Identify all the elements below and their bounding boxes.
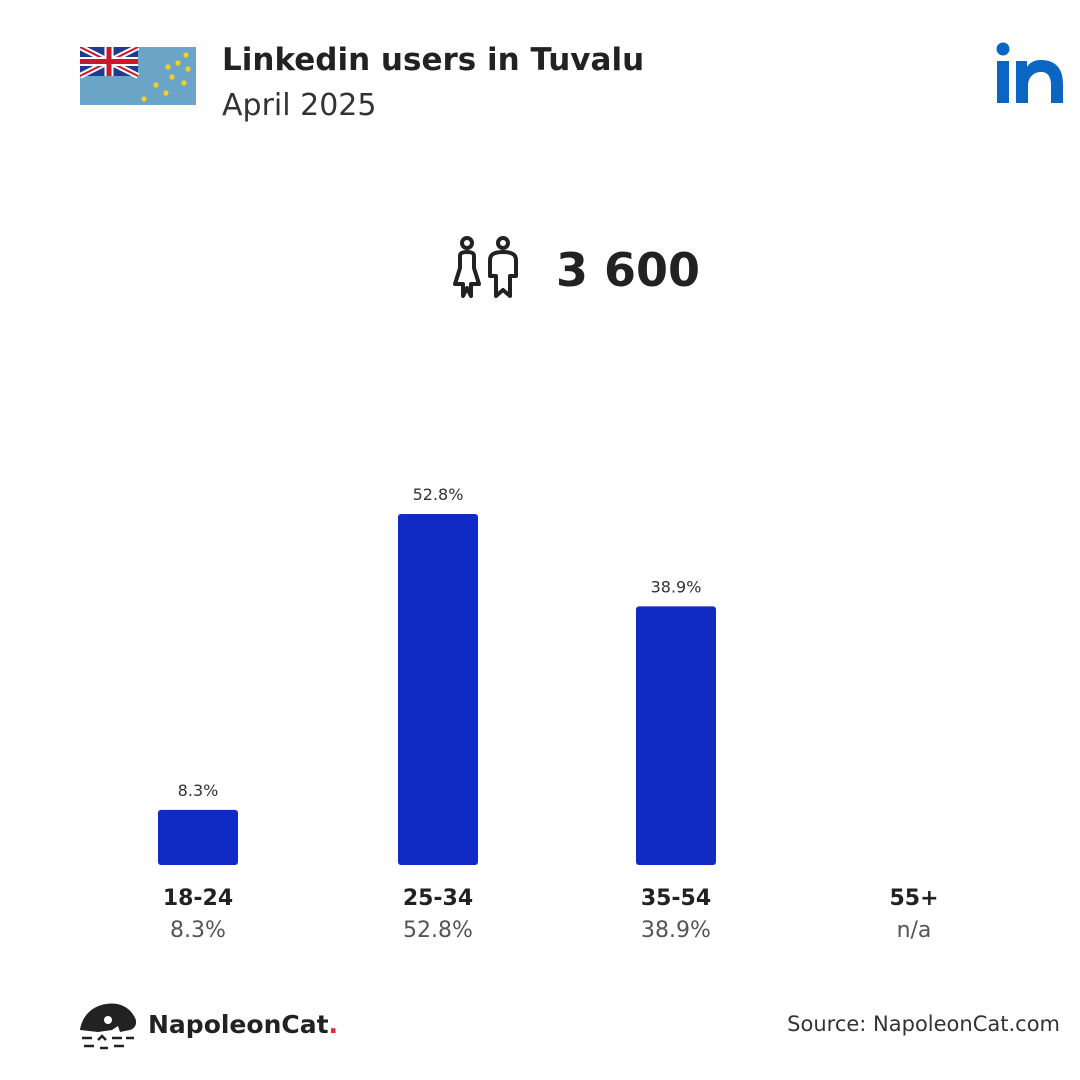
bar-35-54: [636, 606, 716, 865]
bar-value-label: 8.3%: [178, 781, 219, 800]
napoleoncat-logo-icon: [80, 1003, 137, 1050]
page-subtitle: April 2025: [222, 88, 377, 123]
total-users-value: 3 600: [556, 243, 701, 297]
category-label: 18-24: [163, 886, 233, 911]
category-value-label: 52.8%: [403, 918, 473, 943]
tuvalu-flag-icon: [80, 47, 196, 105]
source-text: Source: NapoleonCat.com: [787, 1012, 1060, 1036]
linkedin-logo-icon: [996, 42, 1063, 103]
category-value-label: 8.3%: [170, 918, 226, 943]
category-label: 35-54: [641, 886, 711, 911]
bar-value-label: 38.9%: [651, 577, 702, 596]
people-icon: [453, 236, 518, 298]
category-value-label: 38.9%: [641, 918, 711, 943]
total-users-block: 3 600: [450, 234, 700, 306]
age-distribution-chart: 8.3% 18-24 8.3% 52.8% 25-34 52.8% 38.9% 35-54 38…: [158, 485, 939, 943]
bar-25-34: [398, 514, 478, 865]
brand-name: NapoleonCat.: [148, 1010, 339, 1039]
page-title: Linkedin users in Tuvalu: [222, 42, 645, 78]
bar-value-label: 52.8%: [413, 485, 464, 504]
bar-18-24: [158, 809, 238, 865]
category-label: 25-34: [403, 886, 473, 911]
category-label: 55+: [889, 886, 938, 911]
category-value-label: n/a: [897, 918, 932, 943]
